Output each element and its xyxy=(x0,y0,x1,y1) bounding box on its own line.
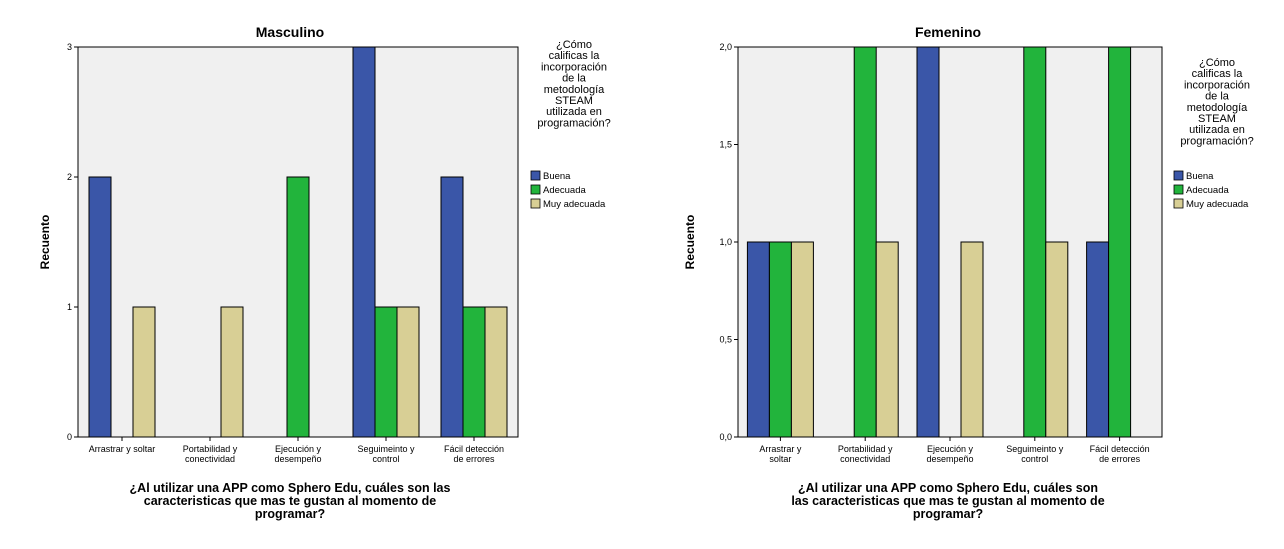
bar-muy-adecuada xyxy=(790,241,814,438)
legend: ¿Cómo calificas la incorporación de la metod… xyxy=(1173,57,1254,210)
chart-title: Femenino xyxy=(915,24,981,40)
y-tick-label: 0,0 xyxy=(719,432,732,442)
legend-swatch-muy-adecuada xyxy=(1173,198,1184,209)
bar-buena xyxy=(1086,241,1110,438)
x-tick-label: Ejecución y desempeño xyxy=(274,444,321,464)
legend-label: Adecuada xyxy=(1186,185,1230,196)
legend-title: ¿Cómo calificas la incorporación de la metod… xyxy=(1180,57,1253,147)
legend-label: Buena xyxy=(1186,171,1214,182)
x-tick-label: Portabilidad y conectividad xyxy=(838,444,893,464)
legend-label: Muy adecuada xyxy=(1186,199,1249,210)
legend-title: ¿Cómo calificas la incorporación de la metod… xyxy=(537,39,610,129)
y-tick-label: 1 xyxy=(67,302,72,312)
x-tick-label: Arrastrar y soltar xyxy=(89,444,156,454)
bar-buena xyxy=(916,46,940,438)
y-tick-label: 0,5 xyxy=(719,335,732,345)
legend-label: Muy adecuada xyxy=(543,199,606,210)
bar-muy-adecuada xyxy=(132,306,156,438)
bar-adecuada xyxy=(768,241,792,438)
bar-muy-adecuada xyxy=(396,306,420,438)
bar-muy-adecuada xyxy=(960,241,984,438)
bar-adecuada xyxy=(1023,46,1047,438)
bar-adecuada xyxy=(374,306,398,438)
bar-muy-adecuada xyxy=(220,306,244,438)
legend-label: Buena xyxy=(543,171,571,182)
legend-swatch-muy-adecuada xyxy=(530,198,541,209)
y-tick-label: 3 xyxy=(67,42,72,52)
bar-muy-adecuada xyxy=(1045,241,1069,438)
x-tick-label: Portabilidad y conectividad xyxy=(183,444,238,464)
x-tick-label: Seguimeinto y control xyxy=(357,444,415,464)
x-tick-label: Fácil detección de errores xyxy=(1090,444,1150,464)
y-tick-label: 1,5 xyxy=(719,140,732,150)
bar-muy-adecuada xyxy=(875,241,899,438)
legend-swatch-buena xyxy=(1173,170,1184,181)
bar-buena xyxy=(88,176,112,438)
x-tick-label: Fácil detección de errores xyxy=(444,444,504,464)
legend-swatch-buena xyxy=(530,170,541,181)
x-axis-label: ¿Al utilizar una APP como Sphero Edu, cu… xyxy=(130,481,451,521)
legend: ¿Cómo calificas la incorporación de la metod… xyxy=(530,39,611,210)
bar-buena xyxy=(440,176,464,438)
bar-adecuada xyxy=(286,176,310,438)
legend-swatch-adecuada xyxy=(1173,184,1184,195)
y-tick-label: 2 xyxy=(67,172,72,182)
x-tick-label: Arrastrar y soltar xyxy=(759,444,802,464)
y-tick-label: 0 xyxy=(67,432,72,442)
y-axis-label: Recuento xyxy=(38,215,52,270)
bar-muy-adecuada xyxy=(484,306,508,438)
y-tick-label: 2,0 xyxy=(719,42,732,52)
bar-adecuada xyxy=(462,306,486,438)
y-axis-label: Recuento xyxy=(683,215,697,270)
x-axis-label: ¿Al utilizar una APP como Sphero Edu, cu… xyxy=(791,481,1104,521)
legend-label: Adecuada xyxy=(543,185,587,196)
chart-1: Femenino 0,0 0,5 1,0 1,5 2,0 Recuento Arrastrar… xyxy=(683,24,1254,521)
x-tick-label: Ejecución y desempeño xyxy=(926,444,973,464)
bar-adecuada xyxy=(853,46,877,438)
bar-adecuada xyxy=(1108,46,1132,438)
legend-swatch-adecuada xyxy=(530,184,541,195)
bar-buena xyxy=(352,46,376,438)
chart-0: Masculino 0 1 2 3 Recuento Arrastrar y soltar P… xyxy=(38,24,611,521)
y-tick-label: 1,0 xyxy=(719,237,732,247)
chart-title: Masculino xyxy=(256,24,324,40)
x-tick-label: Seguimeinto y control xyxy=(1006,444,1064,464)
bar-buena xyxy=(746,241,770,438)
